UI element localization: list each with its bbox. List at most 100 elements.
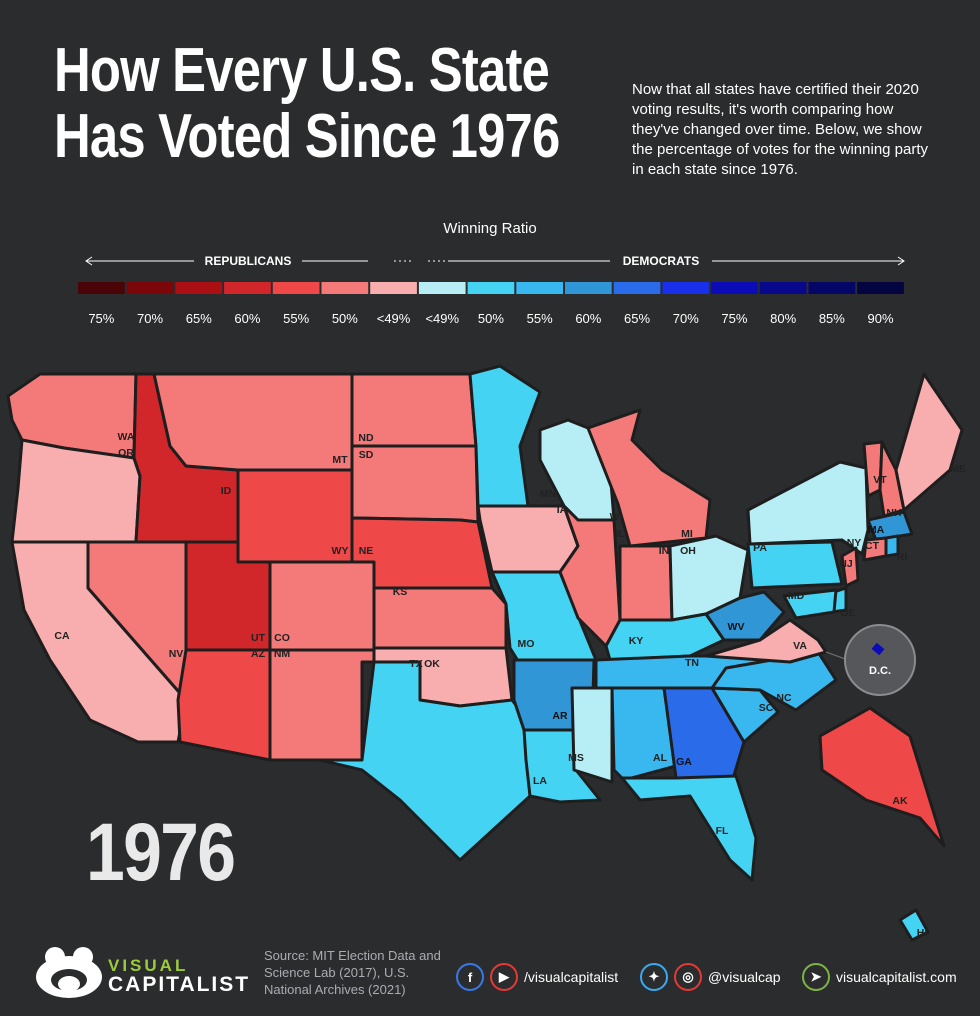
state-mt [152,372,354,472]
legend-title: Winning Ratio [443,220,537,237]
legend-tick-label: 60% [234,311,260,326]
state-label-nv: NV [169,648,184,660]
legend-tick-label: 65% [624,311,650,326]
legend-tick-label: 60% [575,311,601,326]
state-label-or: OR [118,447,134,459]
legend-republicans-label: REPUBLICANS [205,254,292,268]
state-az [176,648,272,762]
state-label-vt: VT [873,474,887,486]
state-label-ia: IA [557,504,568,516]
legend-swatch [565,282,612,294]
youtube-icon[interactable]: ▶ [490,963,518,991]
legend-tick-label: 80% [770,311,796,326]
cursor-icon[interactable]: ➤ [802,963,830,991]
handle-visualcap[interactable]: @visualcap [708,969,781,985]
website-link[interactable]: visualcapitalist.com [836,969,957,985]
state-label-md: MD [788,590,805,602]
state-label-ga: GA [676,756,692,768]
state-label-ms: MS [568,752,584,764]
dc-callout: D.C. [825,624,916,696]
state-label-al: AL [653,752,668,764]
state-label-tn: TN [685,657,699,669]
source-note: Source: MIT Election Data and Science La… [264,948,441,997]
legend-tick-label: 70% [137,311,163,326]
state-label-ok: OK [424,658,440,670]
legend-swatch [126,282,174,294]
state-label-va: VA [793,640,807,652]
facebook-icon[interactable]: f [456,963,484,991]
year-label: 1976 [86,807,236,898]
state-label-ct: CT [865,540,880,552]
state-label-nm: NM [274,648,291,660]
state-label-co: CO [274,632,290,644]
legend-swatch [78,282,125,294]
state-in [618,544,674,622]
state-ak [818,706,946,848]
twitter-icon[interactable]: ✦ [640,963,668,991]
state-label-in: IN [659,545,670,557]
state-ma [866,510,914,542]
state-ks [372,586,508,650]
state-label-ks: KS [393,586,408,598]
intro-text: Now that all states have certified their… [632,81,929,178]
legend-swatch [370,282,417,294]
legend-tick-label: 65% [186,311,212,326]
state-label-fl: FL [716,825,729,837]
title-line-1: How Every U.S. State [54,36,550,105]
legend-democrats-label: DEMOCRATS [623,254,699,268]
state-ms [570,686,614,784]
visual-capitalist-logo [36,947,102,998]
state-mi [586,408,712,548]
state-label-oh: OH [680,545,696,557]
state-label-tx: TX [409,658,422,670]
state-label-mi: MI [681,528,693,540]
state-nm [268,648,376,762]
social-twitter-instagram[interactable]: ✦ ◎ @visualcap [640,963,781,991]
legend-tick-label: 55% [527,311,553,326]
legend-tick-label: 50% [332,311,358,326]
legend-tick-label: <49% [425,311,459,326]
state-label-wv: WV [728,621,745,633]
state-label-mn: MN [540,488,556,500]
social-website[interactable]: ➤ visualcapitalist.com [802,963,957,991]
instagram-icon[interactable]: ◎ [674,963,702,991]
state-label-ut: UT [251,632,266,644]
legend-swatch [272,282,320,294]
legend-tick-label: 75% [88,311,114,326]
legend-swatch [808,282,856,294]
legend-swatch [613,282,661,294]
dc-circle [844,624,916,696]
legend-swatch [759,282,807,294]
state-mn [468,364,542,508]
legend-swatch [418,282,466,294]
legend-swatch [321,282,369,294]
state-ga [662,686,746,784]
state-fl [620,774,758,882]
legend-swatch [857,282,904,294]
state-label-ky: KY [629,635,644,647]
social-youtube-facebook[interactable]: f ▶ /visualcapitalist [456,963,619,991]
brand-visual: VISUAL [108,956,189,975]
legend-swatch [224,282,271,294]
legend-tick-label: 90% [868,311,894,326]
legend-labels: 75% 70% 65% 60% 55% 50% <49% <49% 50% 55% 60% 65% 70… [88,311,894,326]
state-label-nj: NJ [839,558,853,570]
state-ky [604,612,726,662]
state-al [610,686,678,782]
state-ri [884,534,900,558]
legend-swatch [467,282,515,294]
state-label-il: IL [615,528,625,540]
state-label-ri: RI [897,551,908,563]
state-nj [840,546,860,588]
legend-arrows [85,256,905,266]
state-label-ny: NY [847,537,862,549]
state-label-nd: ND [358,432,374,444]
state-label-nc: NC [776,692,792,704]
state-label-mo: MO [518,638,535,650]
handle-visualcapitalist[interactable]: /visualcapitalist [524,969,619,985]
state-label-ma: MA [868,524,885,536]
legend: REPUBLICANS DEMOCRATS 75% 70% 65% 60% 55% 50%… [78,254,905,326]
state-label-sc: SC [759,702,774,714]
